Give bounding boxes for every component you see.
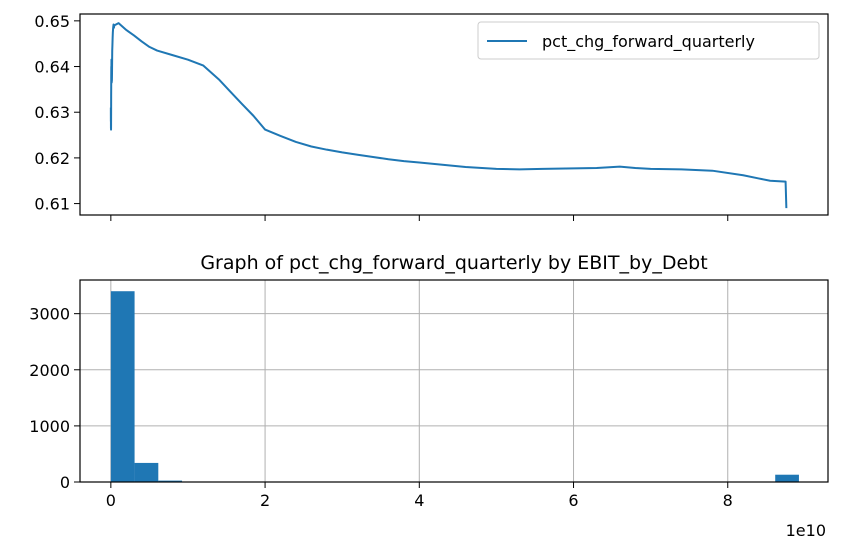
histogram-panel: Graph of pct_chg_forward_quarterly by EB… (29, 252, 829, 540)
histogram-frame (79, 279, 829, 483)
x-tick-label: 6 (568, 491, 578, 510)
y-tick-label: 0.63 (34, 103, 70, 122)
y-tick-label: 1000 (29, 417, 70, 436)
y-tick-label: 0.62 (34, 149, 70, 168)
y-tick-label: 3000 (29, 305, 70, 324)
histogram-background (80, 280, 828, 482)
y-tick-label: 0.65 (34, 12, 70, 31)
x-tick-label: 8 (723, 491, 733, 510)
line-series-pct-chg-forward-quarterly (109, 22, 788, 209)
histogram-x-ticks: 0 2 4 6 8 (106, 482, 733, 510)
x-tick-label: 4 (414, 491, 424, 510)
histogram-bars (110, 291, 799, 482)
line-chart-x-ticks (110, 215, 729, 221)
histogram-y-ticks: 0 1000 2000 3000 (29, 305, 80, 492)
legend-entry-label: pct_chg_forward_quarterly (542, 32, 755, 52)
line-chart-y-ticks: 0.61 0.62 0.63 0.64 0.65 (34, 12, 80, 214)
line-chart-panel: 0.61 0.62 0.63 0.64 0.65 pct_chg_forward_qua… (34, 12, 829, 221)
histogram-bar (775, 474, 799, 482)
histogram-title: Graph of pct_chg_forward_quarterly by EB… (200, 252, 707, 274)
x-offset-label: 1e10 (786, 521, 826, 540)
histogram-bar (158, 480, 183, 482)
y-tick-label: 0.61 (34, 195, 70, 214)
legend: pct_chg_forward_quarterly (477, 21, 820, 60)
y-tick-label: 2000 (29, 361, 70, 380)
legend-frame (477, 21, 820, 60)
x-tick-label: 2 (260, 491, 270, 510)
y-tick-label: 0 (60, 473, 70, 492)
histogram-bar (134, 462, 159, 482)
x-tick-label: 0 (106, 491, 116, 510)
histogram-bar (110, 291, 135, 482)
y-tick-label: 0.64 (34, 58, 70, 77)
